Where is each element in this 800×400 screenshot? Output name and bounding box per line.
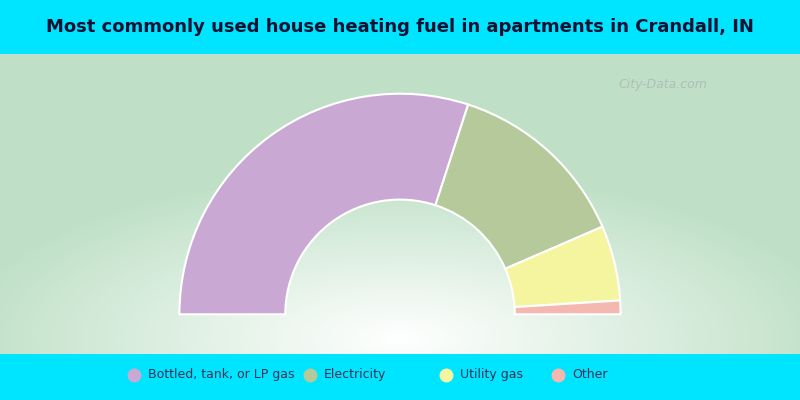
Wedge shape (506, 227, 620, 307)
Text: Most commonly used house heating fuel in apartments in Crandall, IN: Most commonly used house heating fuel in… (46, 18, 754, 36)
Wedge shape (514, 300, 621, 314)
Wedge shape (435, 104, 602, 269)
Text: Electricity: Electricity (324, 368, 386, 381)
Text: Utility gas: Utility gas (460, 368, 523, 381)
Wedge shape (179, 94, 468, 314)
Text: City-Data.com: City-Data.com (618, 78, 707, 91)
Text: Other: Other (572, 368, 607, 381)
Text: Bottled, tank, or LP gas: Bottled, tank, or LP gas (148, 368, 294, 381)
